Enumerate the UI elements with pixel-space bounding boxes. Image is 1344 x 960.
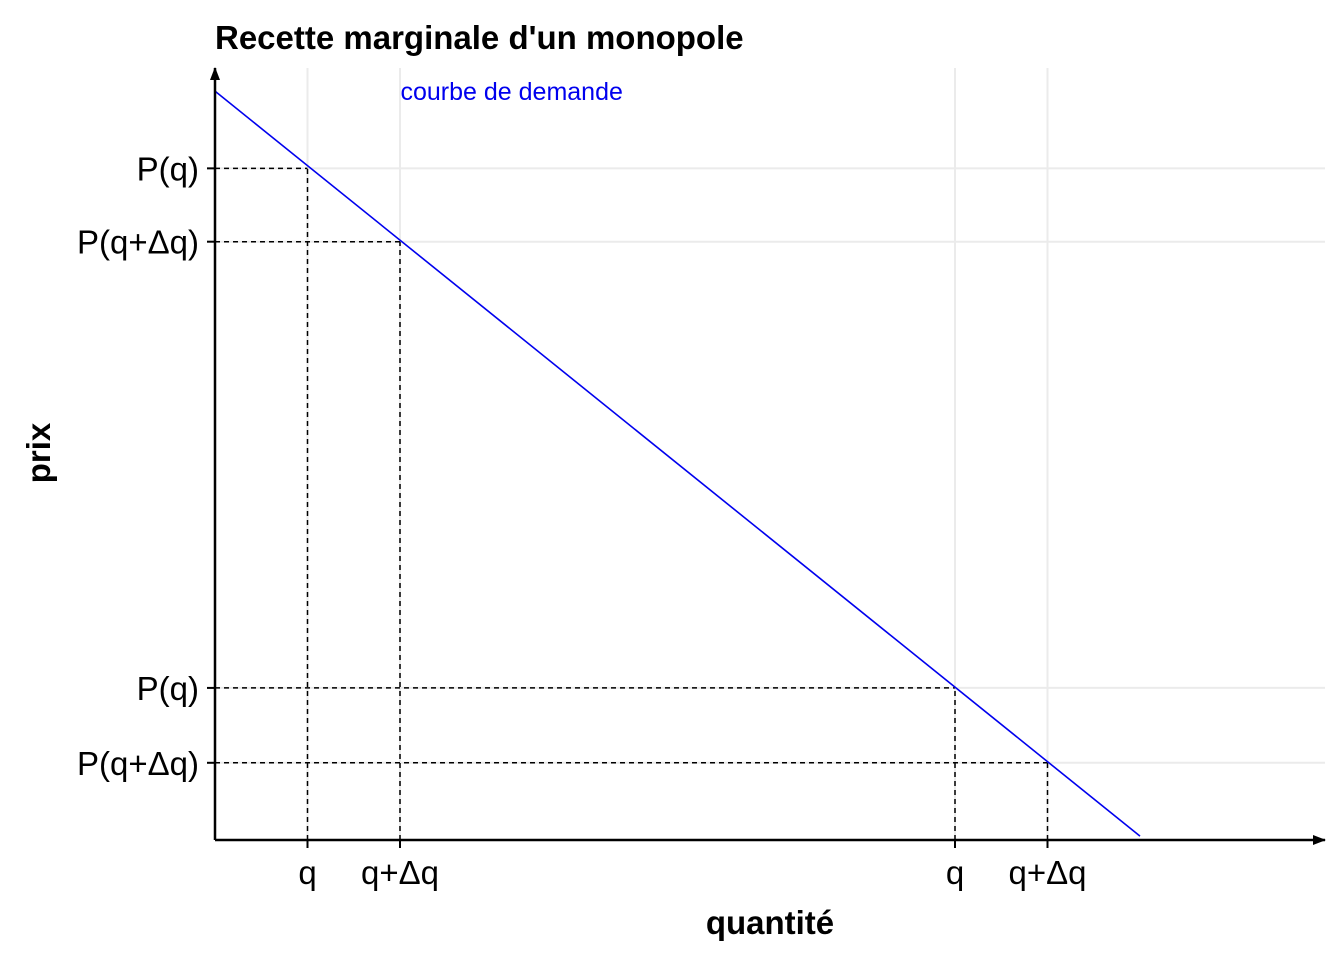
annotation-layer: courbe de demande — [401, 78, 623, 106]
x-tick-label-1: q+Δq — [361, 854, 439, 891]
y-tick-label-0: P(q) — [137, 150, 199, 187]
series-layer — [214, 90, 1141, 837]
axis-layer — [210, 67, 1326, 845]
guide-layer — [215, 167, 1049, 840]
x-tick-label-2: q — [946, 854, 964, 891]
y-axis-title: prix — [20, 422, 57, 483]
y-tick-label-2: P(q) — [137, 670, 199, 707]
x-tick-label-3: q+Δq — [1008, 854, 1086, 891]
demand-curve-line — [214, 90, 1141, 837]
chart-title: Recette marginale d'un monopole — [215, 19, 744, 56]
y-axis-arrow-icon — [210, 67, 220, 80]
x-axis-arrow-icon — [1313, 835, 1326, 845]
grid-layer — [215, 68, 1325, 840]
y-tick-label-3: P(q+Δq) — [77, 745, 199, 782]
curve-annotation-label: courbe de demande — [401, 78, 623, 106]
x-tick-label-0: q — [298, 854, 316, 891]
x-axis-title: quantité — [706, 904, 834, 941]
y-tick-label-1: P(q+Δq) — [77, 224, 199, 261]
tick-layer: q q+Δq q q+Δq P(q) P(q+Δq) P(q) P(q+Δq) — [77, 150, 1087, 891]
